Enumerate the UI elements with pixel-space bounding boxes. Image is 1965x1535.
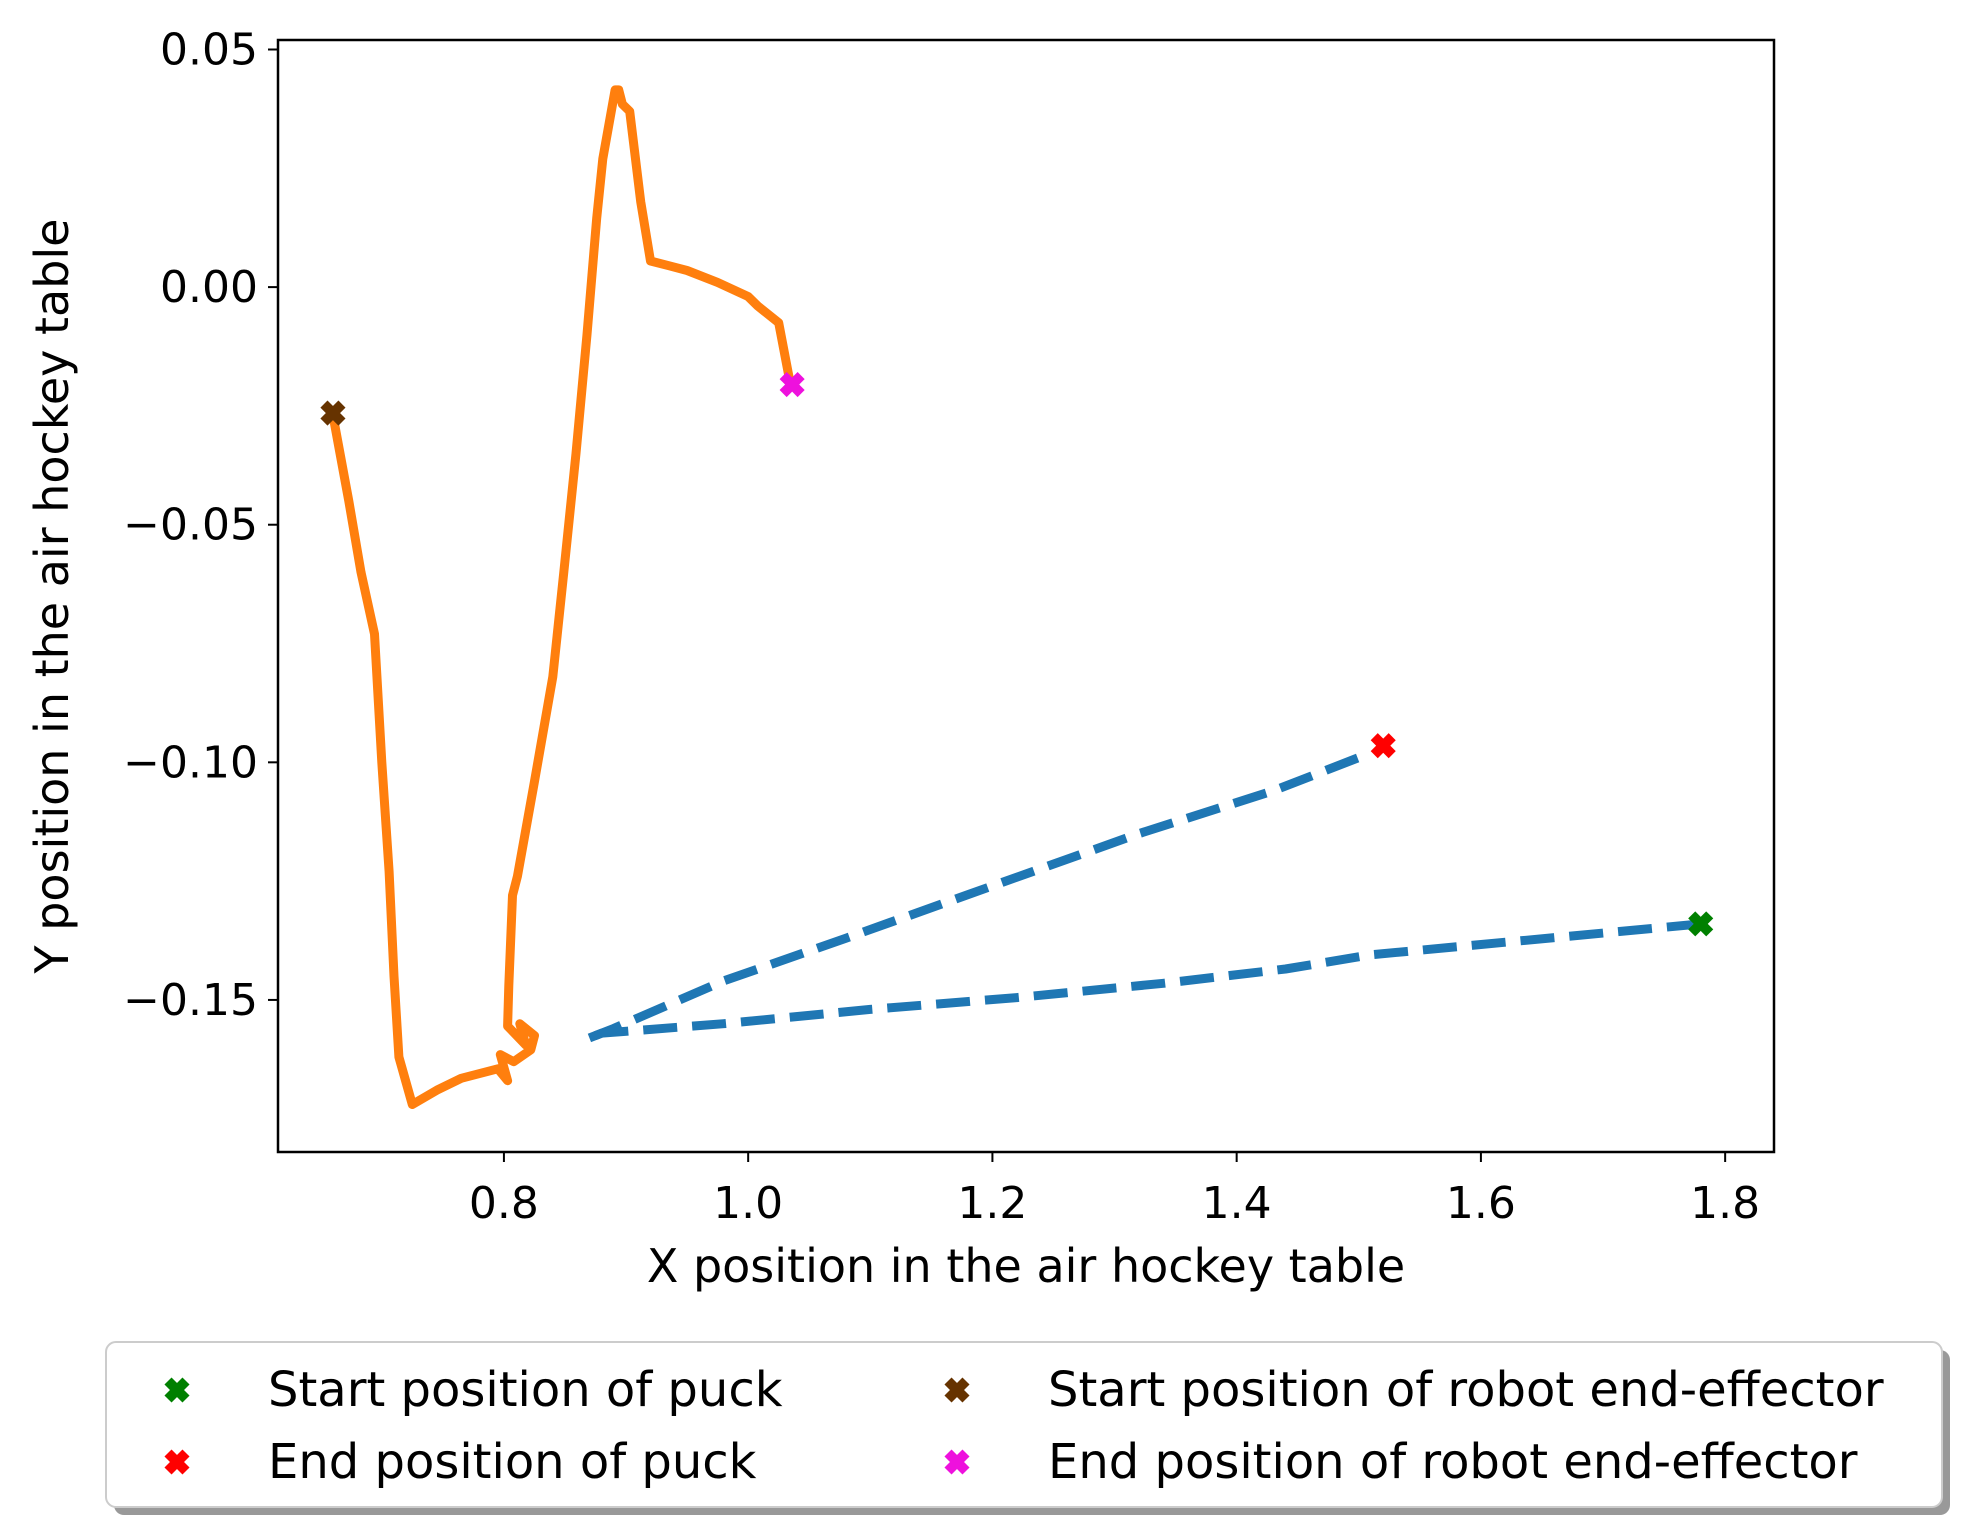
y-tick-label-2: 0.00 xyxy=(160,262,258,313)
marker-point-3 xyxy=(320,400,346,426)
marker-layer xyxy=(320,371,1714,937)
marker-point-4 xyxy=(779,371,805,398)
marker-point-3-stroke-b xyxy=(320,400,346,426)
x-tick-label-3: 1.2 xyxy=(957,1178,1027,1229)
legend-marker-4 xyxy=(944,1449,970,1475)
series-line-2 xyxy=(587,748,1373,1043)
x-axis-label: X position in the air hockey table xyxy=(647,1239,1405,1293)
legend-marker-3 xyxy=(944,1377,970,1403)
x-tick-label-2: 1.0 xyxy=(713,1178,783,1229)
marker-point-1-stroke-b xyxy=(1688,911,1714,937)
series-line-3 xyxy=(328,85,796,1109)
y-tick-label-3: −0.05 xyxy=(123,500,258,551)
x-axis: 0.8 1.0 1.2 1.4 1.6 1.8 xyxy=(469,1152,1760,1229)
x-tick-label-5: 1.6 xyxy=(1446,1178,1516,1229)
legend-marker-3-stroke-b xyxy=(944,1377,970,1403)
marker-point-2 xyxy=(1370,733,1396,759)
legend-box xyxy=(105,1341,1943,1508)
legend-marker-1-stroke-b xyxy=(164,1377,190,1403)
y-tick-label-4: −0.10 xyxy=(123,737,258,788)
x-tick-label-6: 1.8 xyxy=(1690,1178,1760,1229)
y-tick-label-1: 0.05 xyxy=(160,25,258,76)
y-axis-label: Y position in the air hockey table xyxy=(25,219,79,975)
legend-label-1: Start position of puck xyxy=(268,1362,783,1418)
legend-label-3: Start position of robot end-effector xyxy=(1048,1362,1884,1418)
legend-label-2: End position of puck xyxy=(268,1434,757,1490)
marker-point-1 xyxy=(1688,911,1714,937)
marker-point-4-stroke-b xyxy=(779,371,805,398)
x-tick-label-1: 0.8 xyxy=(469,1178,539,1229)
y-tick-label-5: −0.15 xyxy=(123,975,258,1026)
x-tick-label-4: 1.4 xyxy=(1202,1178,1272,1229)
series-layer xyxy=(328,85,1702,1109)
y-axis: 0.05 0.00 −0.05 −0.10 −0.15 xyxy=(123,25,278,1026)
legend-items: Start position of puck End position of pu… xyxy=(164,1362,1884,1490)
legend-marker-4-stroke-b xyxy=(944,1449,970,1475)
legend-marker-2 xyxy=(164,1449,190,1475)
series-line-1 xyxy=(587,919,1702,1043)
marker-point-2-stroke-b xyxy=(1370,733,1396,759)
legend: Start position of puck End position of pu… xyxy=(105,1341,1950,1515)
plot-frame xyxy=(276,38,1776,1154)
legend-label-4: End position of robot end-effector xyxy=(1048,1434,1858,1490)
legend-marker-1 xyxy=(164,1377,190,1403)
legend-marker-2-stroke-b xyxy=(164,1449,190,1475)
